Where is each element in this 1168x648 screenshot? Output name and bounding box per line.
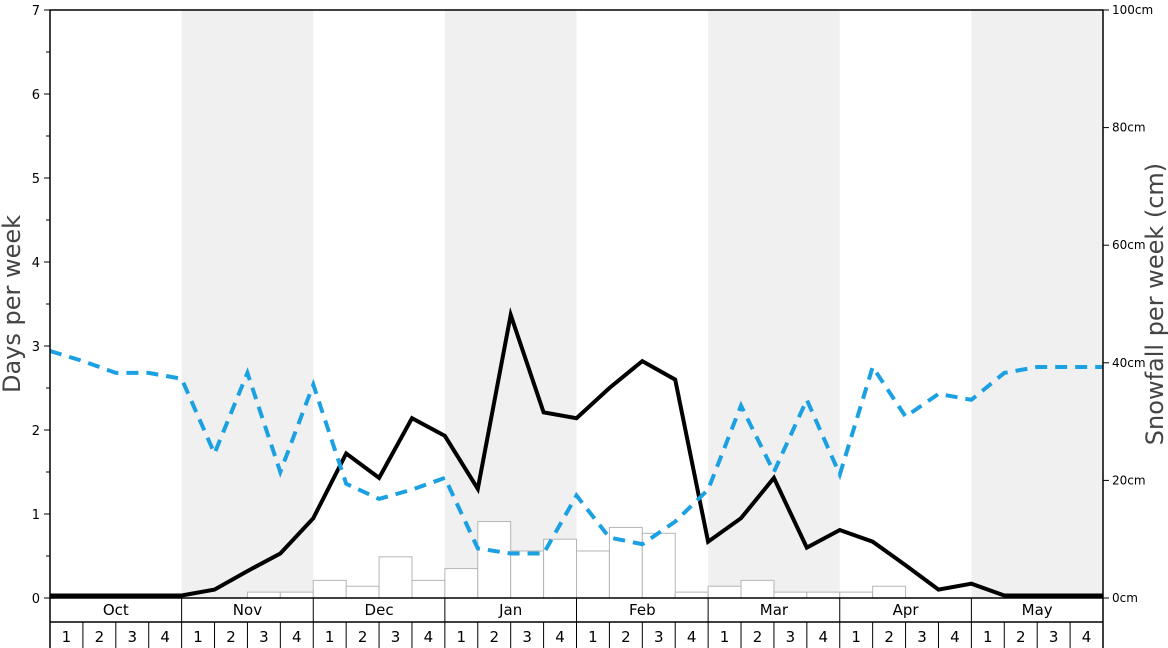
right-axis-title: Snowfall per week (cm) [1141, 163, 1168, 445]
week-label: 3 [522, 628, 532, 646]
dashed-line-series [49, 349, 1103, 556]
week-label: 1 [983, 628, 993, 646]
left-tick-label: 3 [32, 340, 40, 355]
week-label: 1 [720, 628, 730, 646]
shade-nov [181, 10, 314, 598]
left-tick-label: 7 [32, 4, 40, 19]
snowfall-bar [740, 579, 775, 599]
right-tick-label: 0cm [1112, 591, 1138, 605]
left-tick-label: 0 [32, 592, 40, 607]
week-label: 3 [917, 628, 927, 646]
month-label-jan: Jan [498, 601, 522, 619]
week-label: 2 [358, 628, 368, 646]
shade-may [971, 10, 1103, 598]
x-axis-table: Oct 1 2 3 4 Nov 1 2 3 4 Dec 1 2 3 4 Jan 1 2 3 4 Feb 1 2 3 4 Mar 1 2… [49, 598, 1104, 648]
snowfall-bar [477, 521, 512, 599]
week-label: 1 [588, 628, 598, 646]
right-tick-label: 80cm [1112, 121, 1146, 135]
month-label-nov: Nov [233, 601, 262, 619]
solid-line-series [50, 307, 1103, 598]
week-label: 4 [1082, 628, 1092, 646]
week-label: 4 [292, 628, 302, 646]
week-label: 4 [160, 628, 170, 646]
snowfall-bar [378, 556, 413, 599]
left-y-axis: 0 1 2 3 4 5 6 7 [32, 4, 50, 607]
snowfall-bar [806, 591, 841, 599]
snowfall-bar [839, 591, 874, 599]
week-label: 3 [1049, 628, 1059, 646]
shade-jan [444, 10, 577, 598]
snowfall-bar [707, 585, 742, 599]
week-label: 4 [687, 628, 697, 646]
week-label: 3 [786, 628, 796, 646]
snowfall-bar [312, 579, 347, 599]
month-label-mar: Mar [760, 601, 789, 619]
week-label: 3 [391, 628, 401, 646]
snowfall-bar [641, 532, 676, 599]
snowfall-bars [246, 521, 907, 599]
week-label: 2 [226, 628, 236, 646]
week-label: 2 [489, 628, 499, 646]
month-label-feb: Feb [629, 601, 656, 619]
week-label: 1 [457, 628, 467, 646]
snowfall-bar [576, 550, 610, 599]
snowfall-bar [510, 550, 545, 599]
week-label: 2 [95, 628, 105, 646]
week-label: 4 [424, 628, 434, 646]
right-tick-label: 40cm [1112, 356, 1146, 370]
right-tick-label: 100cm [1112, 3, 1153, 17]
left-tick-label: 4 [32, 256, 40, 271]
snowfall-bar [773, 591, 808, 599]
week-label: 4 [819, 628, 829, 646]
snowfall-bar [674, 591, 709, 599]
week-label: 2 [621, 628, 631, 646]
month-label-dec: Dec [365, 601, 394, 619]
left-tick-label: 6 [32, 88, 40, 103]
week-label: 3 [259, 628, 269, 646]
shade-mar [708, 10, 840, 598]
week-label: 4 [950, 628, 960, 646]
left-tick-label: 2 [32, 424, 40, 439]
day-lines [49, 307, 1103, 598]
week-label: 2 [884, 628, 894, 646]
snowfall-bar [543, 538, 577, 599]
left-tick-label: 1 [32, 508, 40, 523]
left-axis-title: Days per week [0, 215, 26, 393]
month-label-apr: Apr [893, 601, 920, 619]
week-label: 2 [753, 628, 763, 646]
week-label: 1 [851, 628, 861, 646]
snowfall-bar [872, 585, 907, 599]
right-y-axis: 0cm 20cm 40cm 60cm 80cm 100cm [1103, 3, 1153, 605]
month-shading [181, 10, 1103, 598]
week-label: 3 [654, 628, 664, 646]
week-label: 2 [1016, 628, 1026, 646]
left-tick-label: 5 [32, 172, 40, 187]
month-label-oct: Oct [103, 601, 129, 619]
week-label: 1 [193, 628, 203, 646]
snowfall-bar [279, 591, 314, 599]
week-label: 1 [325, 628, 335, 646]
snowfall-bar [444, 568, 479, 599]
right-tick-label: 60cm [1112, 238, 1146, 252]
week-label: 1 [62, 628, 72, 646]
snowfall-bar [246, 591, 281, 599]
snowfall-bar [411, 579, 446, 599]
snowfall-bar [345, 585, 380, 599]
week-label: 4 [555, 628, 565, 646]
right-tick-label: 20cm [1112, 473, 1146, 487]
month-label-may: May [1022, 601, 1053, 619]
week-label: 3 [127, 628, 137, 646]
